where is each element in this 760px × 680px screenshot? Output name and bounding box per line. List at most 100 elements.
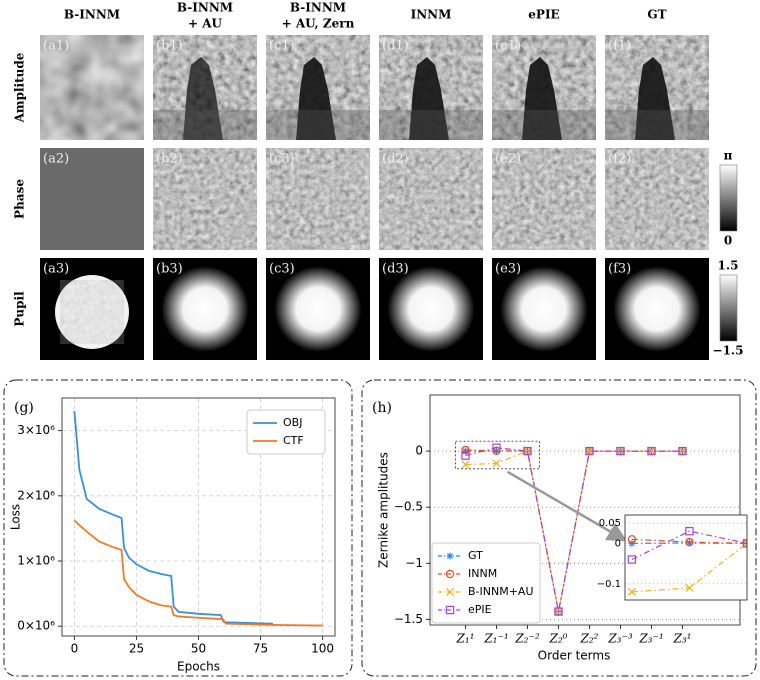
panel-label: (c3) — [269, 152, 295, 167]
legend-label: INNM — [468, 567, 497, 580]
image-panel — [379, 35, 483, 140]
panel-label: (b3) — [156, 262, 183, 277]
x-tick-label: 25 — [129, 642, 144, 656]
x-tick-label: Z₃⁻¹ — [638, 632, 663, 646]
ground — [605, 110, 709, 140]
marker — [523, 446, 532, 456]
inset-y-tick-label: 0 — [615, 538, 621, 549]
plot-frame — [429, 394, 741, 626]
image — [605, 148, 709, 250]
y-tick-label: 3×10⁶ — [17, 423, 55, 437]
colorbar-label: 0 — [724, 234, 732, 248]
legend-label: B-INNM+AU — [468, 585, 534, 598]
image-panel — [605, 258, 709, 360]
marker — [445, 587, 455, 597]
column-header: INNM — [411, 8, 452, 22]
series-line — [631, 530, 747, 561]
image — [266, 148, 370, 250]
panel-label: (a1) — [43, 39, 69, 54]
legend-label: ePIE — [468, 603, 492, 616]
legend-label: CTF — [283, 434, 304, 447]
x-axis-label: Order terms — [538, 649, 611, 663]
pupil-soft — [266, 258, 370, 360]
image-panel — [266, 258, 370, 360]
pupil-soft — [379, 258, 483, 360]
panel-label: (d3) — [382, 262, 409, 277]
zoom-arrow — [506, 470, 628, 542]
marker — [616, 446, 625, 456]
marker — [678, 446, 687, 456]
marker — [461, 451, 470, 460]
column-header: B-INNM — [177, 1, 233, 15]
colorbar-label: 1.5 — [718, 259, 739, 273]
image-panel — [153, 258, 257, 360]
x-tick-label: Z₂⁻² — [514, 632, 539, 646]
marker — [627, 535, 637, 544]
inset-frame — [624, 514, 748, 601]
colorbar — [719, 274, 738, 342]
ground — [492, 110, 596, 140]
marker — [627, 587, 636, 596]
column-header: B-INNM — [290, 1, 346, 15]
series-line — [465, 447, 683, 612]
series-line — [73, 519, 323, 627]
image — [153, 148, 257, 250]
zoom-region — [455, 440, 540, 470]
marker — [685, 526, 694, 536]
y-tick-label: 2×10⁶ — [17, 488, 55, 502]
image — [40, 35, 144, 140]
marker — [445, 569, 455, 579]
x-axis-label: Epochs — [177, 660, 220, 674]
silhouette — [183, 57, 223, 140]
y-tick-label: 0×10⁶ — [17, 619, 55, 633]
inset-plot — [627, 526, 747, 596]
marker — [685, 583, 694, 592]
image-panel — [153, 148, 257, 250]
marker — [647, 446, 656, 456]
panel-frame — [3, 379, 353, 677]
panel-label: (a3) — [43, 262, 69, 277]
y-tick-label: 0 — [415, 444, 423, 458]
x-tick-label: Z₂² — [580, 632, 599, 646]
phase-flat — [40, 148, 144, 250]
marker — [445, 605, 455, 615]
panel-label: (d2) — [382, 152, 409, 167]
panel-label: (c3) — [269, 262, 295, 277]
image-panel — [40, 258, 144, 360]
silhouette — [409, 57, 449, 140]
image-panel — [266, 148, 370, 250]
x-tick-label: Z₂⁰ — [549, 632, 568, 646]
column-header: + AU — [188, 17, 223, 31]
panel-label: (e1) — [495, 39, 521, 54]
marker — [461, 445, 470, 455]
image-panel — [605, 148, 709, 250]
x-tick-label: 50 — [191, 642, 206, 656]
image-panel — [379, 148, 483, 250]
marker — [461, 460, 470, 469]
column-header: ePIE — [528, 8, 559, 22]
marker — [685, 537, 694, 547]
panel-label: (e3) — [495, 262, 521, 277]
image-panel — [379, 258, 483, 360]
marker — [742, 539, 747, 548]
x-tick-label: Z₃⁻³ — [607, 632, 632, 646]
marker — [446, 552, 454, 560]
marker — [554, 607, 563, 616]
image-panel — [605, 35, 709, 140]
x-tick-label: Z₃¹ — [673, 632, 692, 646]
pupil-soft — [492, 258, 596, 360]
panel-label: (h) — [372, 400, 392, 416]
column-header: GT — [647, 8, 666, 22]
panel-label: (d1) — [382, 39, 409, 54]
x-tick-label: Z₁⁻¹ — [483, 632, 508, 646]
panel-label: (f3) — [608, 262, 631, 277]
image-panel — [492, 35, 596, 140]
marker — [492, 443, 501, 452]
ground — [266, 110, 370, 140]
pupil-soft — [153, 258, 257, 360]
ground — [379, 110, 483, 140]
inset-y-tick-label: −0.1 — [597, 579, 621, 590]
marker — [585, 447, 594, 456]
x-tick-label: 75 — [253, 642, 268, 656]
